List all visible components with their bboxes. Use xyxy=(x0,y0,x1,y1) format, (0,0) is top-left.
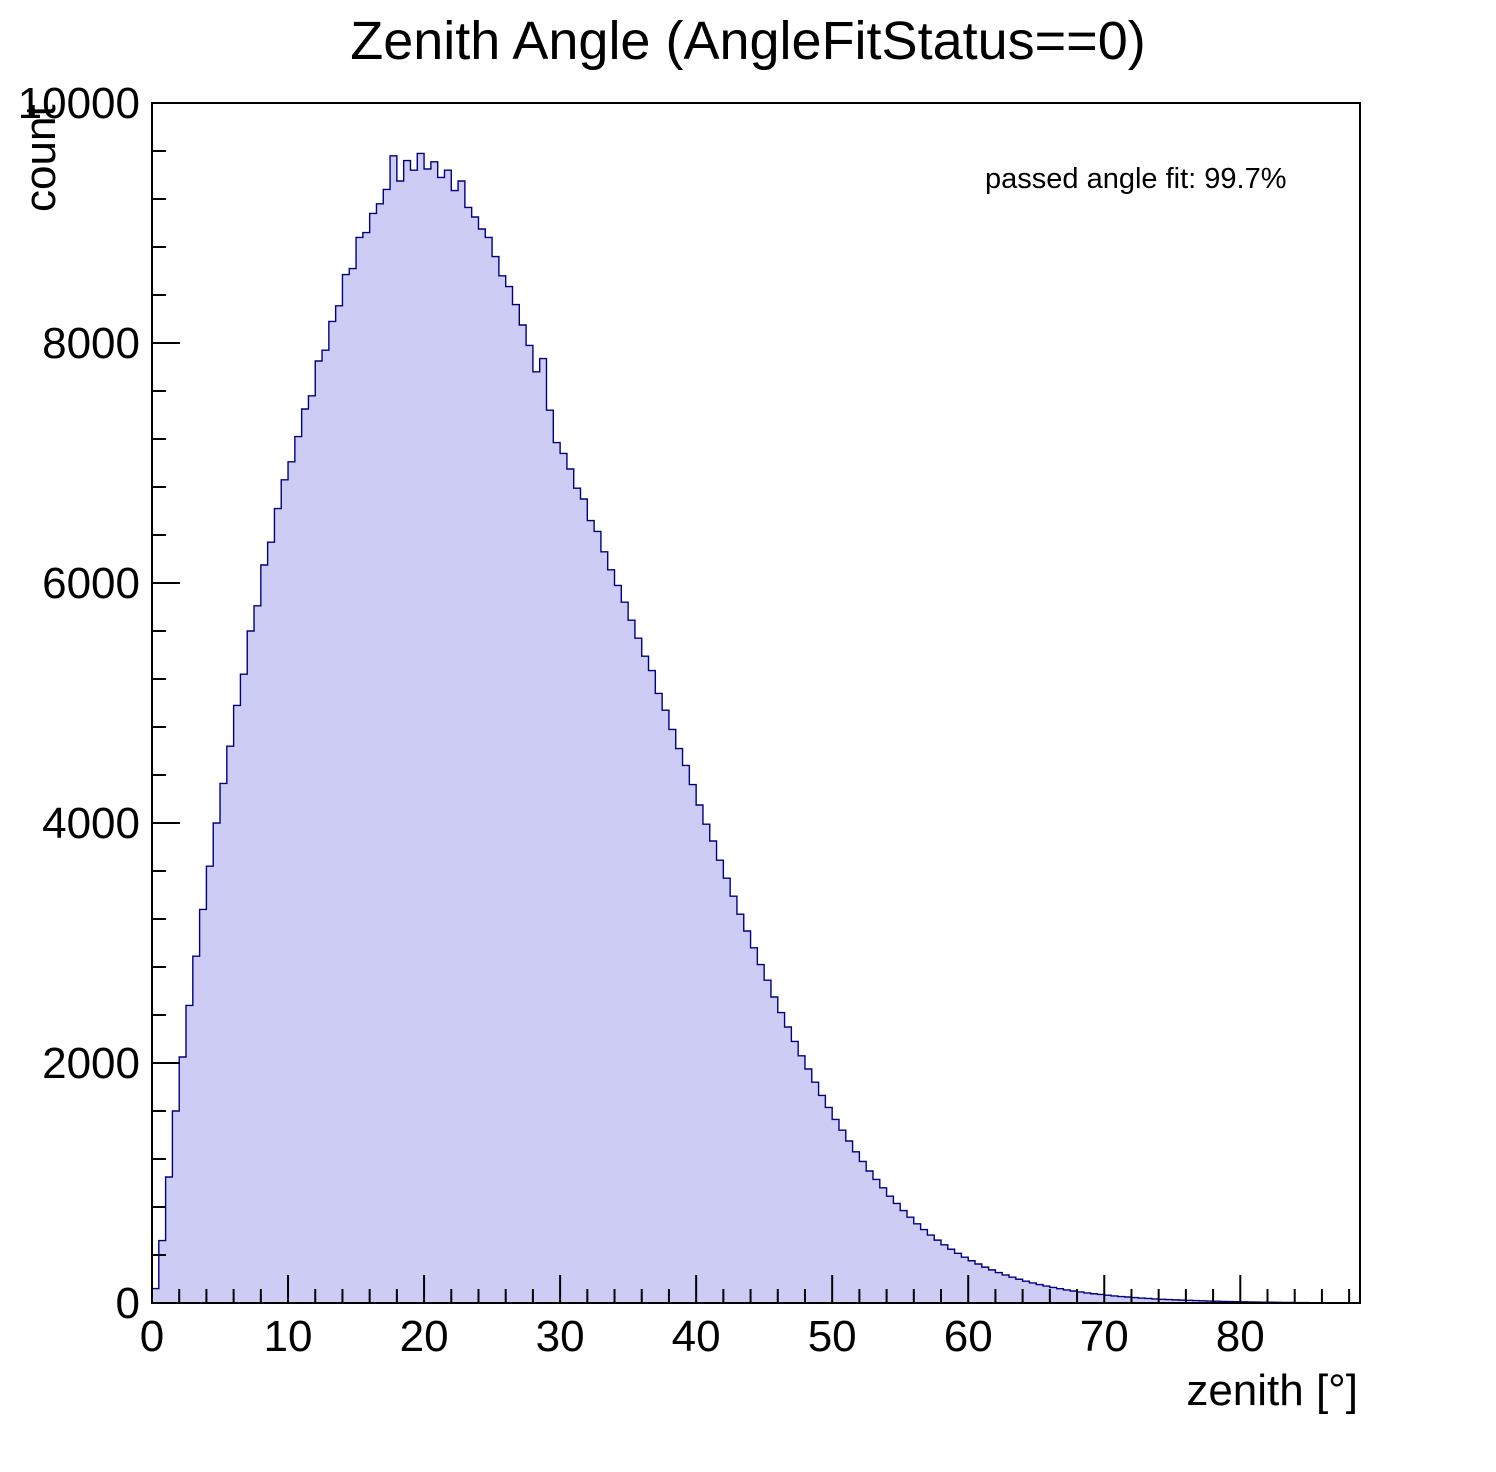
x-tick-label: 70 xyxy=(1080,1312,1129,1361)
x-tick-label: 40 xyxy=(672,1312,721,1361)
x-tick-label: 0 xyxy=(140,1312,164,1361)
stats-annotation: passed angle fit: 99.7% xyxy=(985,163,1287,195)
histogram-bars xyxy=(151,152,1350,1304)
x-tick-label: 10 xyxy=(264,1312,313,1361)
y-tick-label: 0 xyxy=(116,1279,140,1328)
x-tick-label: 50 xyxy=(808,1312,857,1361)
y-tick-label: 2000 xyxy=(42,1039,140,1088)
x-tick-label: 20 xyxy=(400,1312,449,1361)
y-axis-title: count xyxy=(16,104,65,212)
y-tick-label: 8000 xyxy=(42,319,140,368)
y-tick-label: 4000 xyxy=(42,799,140,848)
x-axis-title: zenith [°] xyxy=(1186,1366,1358,1415)
x-tick-label: 80 xyxy=(1216,1312,1265,1361)
y-tick-label: 10000 xyxy=(18,79,140,128)
plot-frame xyxy=(151,102,1361,1304)
chart-title: Zenith Angle (AngleFitStatus==0) xyxy=(350,11,1146,71)
x-tick-label: 30 xyxy=(536,1312,585,1361)
y-tick-label: 6000 xyxy=(42,559,140,608)
x-tick-label: 60 xyxy=(944,1312,993,1361)
